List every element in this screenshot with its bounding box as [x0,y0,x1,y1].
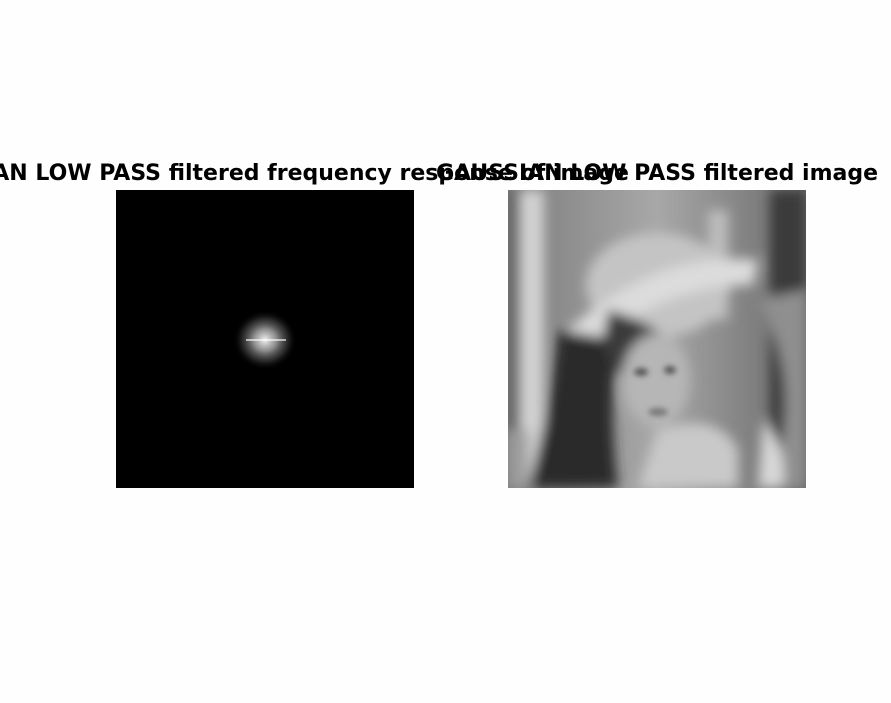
frequency-response-image [116,190,414,488]
filtered-image-title: GAUSSIAN LOW PASS filtered image [435,161,879,186]
frequency-response-title: GAUSSIAN LOW PASS filtered frequency res… [0,161,629,186]
spectrum-plot [233,310,297,370]
blurred-portrait [508,190,806,488]
filtered-image [508,190,806,488]
